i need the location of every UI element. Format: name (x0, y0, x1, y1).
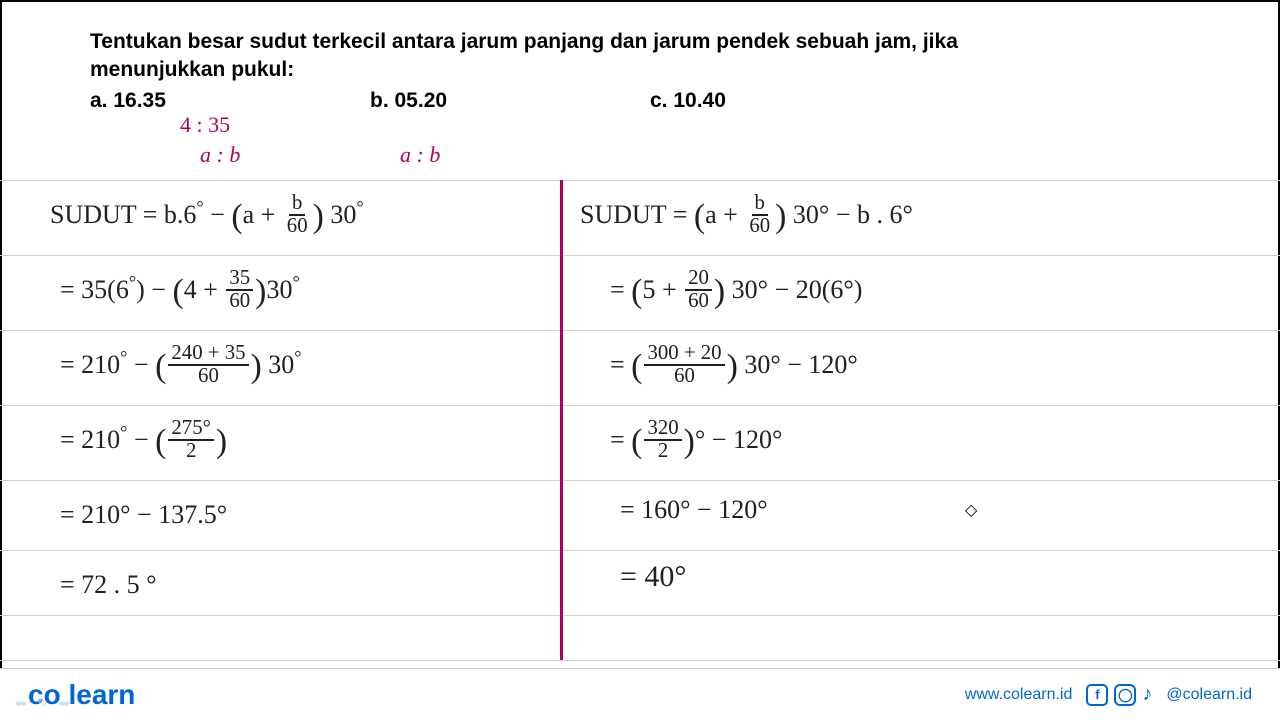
left-line-6: = 72 . 5 ° (60, 570, 157, 600)
left-line-5: = 210° − 137.5° (60, 500, 227, 530)
option-a: a. 16.35 (90, 89, 166, 113)
arrow-right-icon: ➡ (58, 695, 70, 712)
social-icons: f ◯ ♪ (1086, 683, 1152, 706)
footer-handle: @colearn.id (1166, 686, 1252, 704)
tiktok-icon: ♪ (1142, 683, 1152, 706)
right-line-6: = 40° (620, 560, 686, 594)
right-line-2: = (5 + 2060) 30° − 20(6°) (610, 270, 862, 314)
problem-line-2: menunjukkan pukul: (90, 56, 1240, 84)
right-line-1: SUDUT = (a + b60) 30° − b . 6° (580, 195, 913, 239)
footer-right: www.colearn.id f ◯ ♪ @colearn.id (965, 683, 1252, 706)
option-c: c. 10.40 (650, 89, 726, 113)
left-line-4: = 210° − (275°2) (60, 420, 227, 464)
option-b: b. 05.20 (370, 89, 447, 113)
footer-url: www.colearn.id (965, 686, 1073, 704)
column-divider (560, 180, 563, 660)
cursor-icon: ◇ (965, 500, 977, 520)
left-line-2: = 35(6°) − (4 + 3560)30° (60, 270, 300, 314)
right-line-4: = (3202)° − 120° (610, 420, 782, 464)
pen-icon: ✎ (37, 695, 49, 712)
annotation-a-ab: a : b (200, 142, 240, 168)
arrow-left-icon: ⬅ (15, 695, 27, 712)
problem-block: Tentukan besar sudut terkecil antara jar… (90, 28, 1240, 113)
instagram-icon: ◯ (1114, 684, 1136, 706)
footer: co learn www.colearn.id f ◯ ♪ @colearn.i… (0, 668, 1280, 720)
annotation-b-ab: a : b (400, 142, 440, 168)
facebook-icon: f (1086, 684, 1108, 706)
right-line-5: = 160° − 120° (620, 495, 768, 525)
left-line-3: = 210° − (240 + 3560) 30° (60, 345, 302, 389)
problem-line-1: Tentukan besar sudut terkecil antara jar… (90, 28, 1240, 56)
problem-options: a. 16.35 b. 05.20 c. 10.40 (90, 89, 1240, 113)
left-line-1: SUDUT = b.6° − (a + b60) 30° (50, 195, 364, 239)
nav-arrows: ⬅ ✎ ➡ (15, 695, 70, 712)
annotation-a-time: 4 : 35 (180, 112, 230, 138)
right-line-3: = (300 + 2060) 30° − 120° (610, 345, 858, 389)
